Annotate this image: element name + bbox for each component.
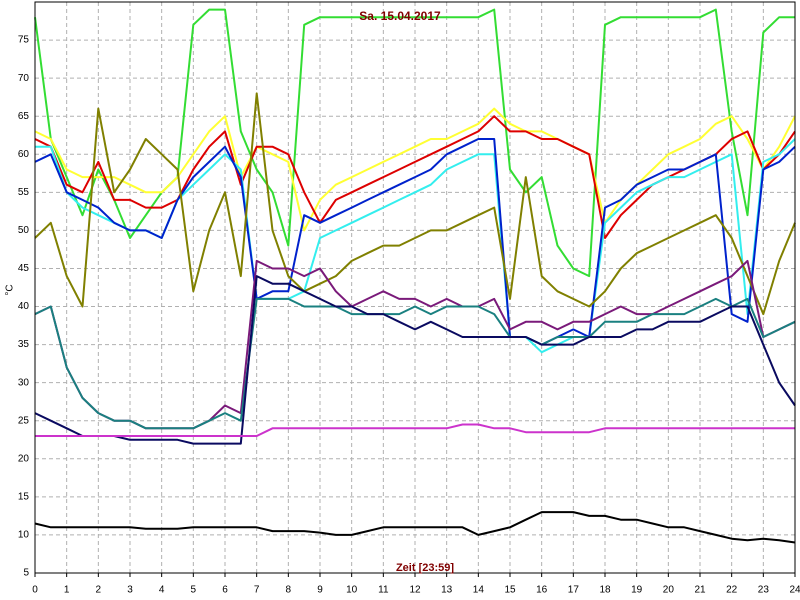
x-tick-label: 9 [317,585,323,596]
x-tick-label: 15 [504,585,516,596]
x-tick-label: 3 [127,585,133,596]
series-line [34,107,796,232]
x-tick-label: 18 [599,585,611,596]
series-line [34,511,796,544]
y-tick-label: 10 [18,530,30,541]
series-line [34,92,796,316]
x-tick-label: 23 [758,585,770,596]
y-tick-label: 70 [18,73,30,84]
x-tick-label: 6 [222,585,228,596]
x-tick-label: 7 [254,585,260,596]
y-tick-label: 65 [18,111,30,122]
x-tick-label: 12 [409,585,421,596]
x-tick-label: 4 [159,585,165,596]
x-tick-label: 13 [441,585,453,596]
x-axis-label: Zeit [23:59] [396,562,454,574]
x-tick-label: 5 [191,585,197,596]
x-tick-label: 10 [346,585,358,596]
y-tick-label: 20 [18,453,30,464]
series-line [34,297,796,430]
y-tick-label: 60 [18,149,30,160]
y-tick-label: 50 [18,225,30,236]
chart-title: Sa. 15.04.2017 [359,9,441,23]
x-tick-label: 1 [64,585,70,596]
x-tick-label: 16 [536,585,548,596]
y-tick-label: 40 [18,301,30,312]
x-tick-label: 17 [568,585,580,596]
y-tick-label: 55 [18,187,30,198]
y-axis-label: °C [5,284,16,295]
y-tick-label: 5 [23,568,29,579]
y-tick-label: 75 [18,35,30,46]
y-tick-label: 35 [18,339,30,350]
x-tick-label: 14 [473,585,485,596]
x-tick-label: 22 [726,585,738,596]
y-tick-label: 30 [18,377,30,388]
y-tick-label: 25 [18,415,30,426]
x-tick-label: 24 [789,585,800,596]
series-line [34,138,796,346]
x-tick-label: 11 [378,585,389,596]
lines [34,8,796,544]
y-tick-label: 15 [18,492,30,503]
series-line [34,275,796,445]
x-tick-label: 8 [286,585,292,596]
x-tick-label: 20 [663,585,675,596]
x-tick-label: 21 [694,585,706,596]
series-line [35,423,795,437]
x-tick-label: 0 [32,585,38,596]
x-tick-label: 19 [631,585,643,596]
y-tick-label: 45 [18,263,30,274]
x-tick-label: 2 [96,585,102,596]
